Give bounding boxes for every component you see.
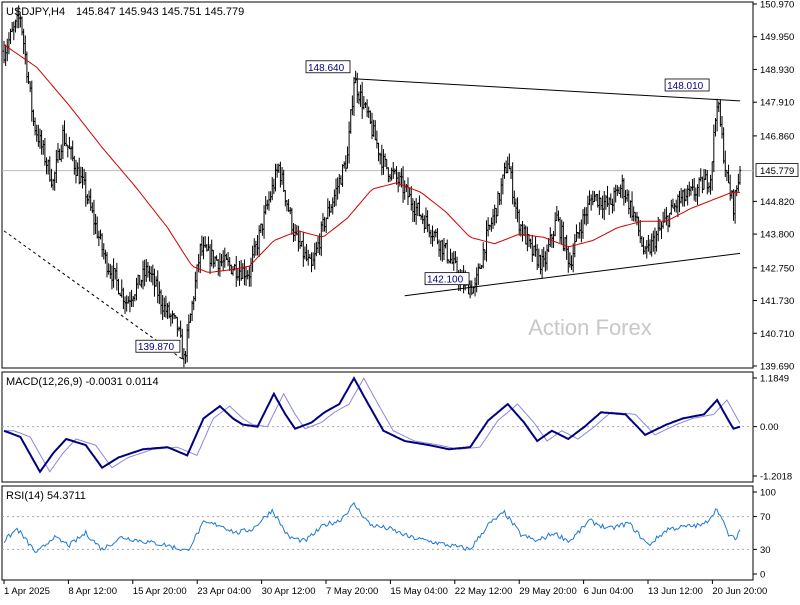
- price-axis-label: 142.750: [760, 263, 794, 274]
- price-label-box: [664, 78, 710, 92]
- current-price-box: [755, 163, 799, 177]
- price-axis-label: 141.730: [760, 296, 794, 307]
- price-label-box: [424, 272, 470, 286]
- time-axis-label: 6 Jun 04:00: [584, 586, 634, 597]
- price-label-text: 142.100: [427, 275, 464, 286]
- rsi-title: RSI(14) 54.3711: [6, 490, 86, 502]
- time-axis-label: 30 Apr 12:00: [262, 586, 316, 597]
- macd-axis-label: -1.2018: [760, 472, 792, 483]
- price-label-box: [305, 60, 351, 74]
- price-label-text: 148.640: [308, 63, 345, 74]
- price-axis-label: 147.910: [760, 98, 794, 109]
- price-axis-label: 146.860: [760, 131, 794, 142]
- rsi-panel-frame: [1, 485, 754, 581]
- moving-average-line: [3, 44, 740, 273]
- price-axis-label: 145.779: [760, 166, 794, 177]
- macd-axis-label: 0.00: [760, 422, 779, 433]
- time-axis-label: 1 Apr 2025: [4, 586, 50, 597]
- macd-line: [3, 376, 741, 474]
- time-axis-label: 20 Jun 20:00: [712, 586, 767, 597]
- price-label-text: 148.010: [667, 81, 704, 92]
- price-axis-label: 150.970: [760, 0, 794, 11]
- price-axis-label: 149.950: [760, 32, 794, 43]
- trendline-3: [3, 230, 185, 361]
- time-axis-label: 15 Apr 20:00: [133, 586, 187, 597]
- rsi-line: [3, 501, 741, 553]
- rsi-axis-label: 0: [760, 570, 765, 581]
- price-axis-label: 139.690: [760, 362, 794, 373]
- rsi-axis-label: 30: [760, 545, 771, 556]
- symbol-label: USDJPY,H4: [6, 6, 65, 18]
- time-axis-label: 29 May 20:00: [519, 586, 577, 597]
- time-axis-label: 13 Jun 12:00: [648, 586, 703, 597]
- ohlc-readout: 145.847 145.943 145.751 145.779: [76, 6, 244, 18]
- time-axis-label: 15 May 04:00: [390, 586, 448, 597]
- price-axis-label: 148.930: [760, 65, 794, 76]
- price-panel-frame: [1, 1, 754, 369]
- rsi-axis-label: 70: [760, 512, 771, 523]
- time-axis-label: 22 May 12:00: [455, 586, 513, 597]
- macd-axis-label: 1.1849: [760, 374, 789, 385]
- time-axis-label: 8 Apr 12:00: [68, 586, 117, 597]
- time-axis-label: 23 Apr 04:00: [197, 586, 251, 597]
- price-label-box: [135, 339, 181, 353]
- watermark-text: Action Forex: [528, 315, 652, 340]
- price-axis-label: 140.710: [760, 329, 794, 340]
- price-axis-label: 144.820: [760, 197, 794, 208]
- price-axis-label: 143.800: [760, 230, 794, 241]
- trendline-1: [353, 78, 741, 102]
- macd-title: MACD(12,26,9) -0.0031 0.0114: [6, 376, 159, 388]
- rsi-axis-label: 100: [760, 488, 776, 499]
- time-axis-label: 7 May 20:00: [326, 586, 378, 597]
- price-label-text: 139.870: [138, 342, 175, 353]
